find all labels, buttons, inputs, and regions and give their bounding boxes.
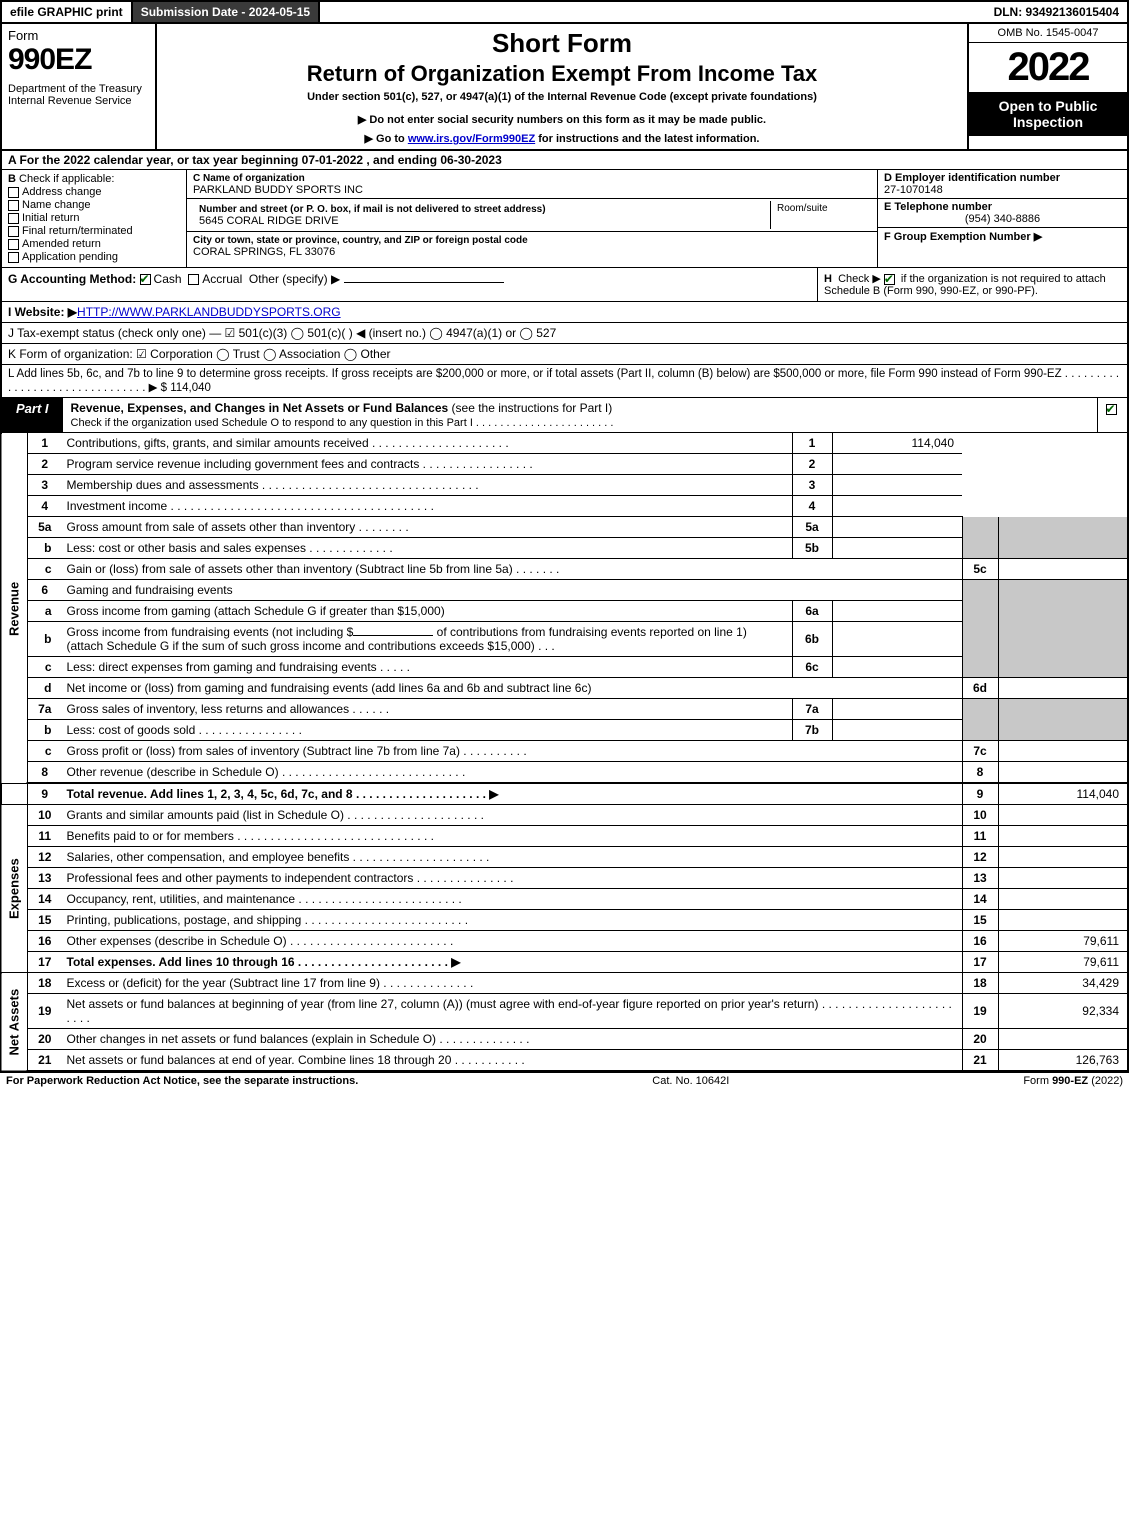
website-link[interactable]: HTTP://WWW.PARKLANDBUDDYSPORTS.ORG bbox=[77, 305, 341, 319]
chk-accrual[interactable] bbox=[188, 274, 199, 285]
omb-number: OMB No. 1545-0047 bbox=[969, 24, 1127, 43]
part-1-table: Revenue 1 Contributions, gifts, grants, … bbox=[0, 433, 1129, 1072]
city: CORAL SPRINGS, FL 33076 bbox=[193, 246, 335, 258]
telephone: (954) 340-8886 bbox=[884, 213, 1121, 225]
chk-address-change[interactable]: Address change bbox=[8, 186, 180, 198]
row-a-tax-year: A For the 2022 calendar year, or tax yea… bbox=[0, 151, 1129, 170]
row-j-tax-exempt: J Tax-exempt status (check only one) — ☑… bbox=[0, 323, 1129, 344]
part-1-checkbox[interactable] bbox=[1097, 398, 1127, 432]
form-number: 990EZ bbox=[8, 43, 149, 77]
footer-center: Cat. No. 10642I bbox=[358, 1075, 1023, 1087]
side-expenses: Expenses bbox=[1, 805, 28, 973]
chk-final-return[interactable]: Final return/terminated bbox=[8, 225, 180, 237]
d-label: D Employer identification number bbox=[884, 172, 1060, 184]
val-16: 79,611 bbox=[998, 931, 1128, 952]
chk-amended-return[interactable]: Amended return bbox=[8, 238, 180, 250]
c-name-label: C Name of organization bbox=[193, 173, 305, 184]
part-1-tab: Part I bbox=[2, 398, 63, 432]
ein: 27-1070148 bbox=[884, 184, 943, 196]
col-d-ein: D Employer identification number 27-1070… bbox=[877, 170, 1127, 267]
part-1-header: Part I Revenue, Expenses, and Changes in… bbox=[0, 398, 1129, 433]
chk-schedule-b[interactable] bbox=[884, 274, 895, 285]
e-label: E Telephone number bbox=[884, 201, 992, 213]
side-net-assets: Net Assets bbox=[1, 973, 28, 1072]
efile-label: efile GRAPHIC print bbox=[2, 2, 133, 22]
val-17: 79,611 bbox=[998, 952, 1128, 973]
street-label: Number and street (or P. O. box, if mail… bbox=[199, 204, 546, 215]
val-18: 34,429 bbox=[998, 973, 1128, 994]
col-c-org-info: C Name of organization PARKLAND BUDDY SP… bbox=[187, 170, 877, 267]
tax-year: 2022 bbox=[969, 43, 1127, 92]
chk-name-change[interactable]: Name change bbox=[8, 199, 180, 211]
goto-note: ▶ Go to www.irs.gov/Form990EZ for instru… bbox=[165, 132, 959, 145]
header-center: Short Form Return of Organization Exempt… bbox=[157, 24, 967, 149]
title-short: Short Form bbox=[165, 28, 959, 59]
footer: For Paperwork Reduction Act Notice, see … bbox=[0, 1072, 1129, 1089]
row-g-h: G Accounting Method: Cash Accrual Other … bbox=[0, 268, 1129, 302]
side-revenue: Revenue bbox=[1, 433, 28, 783]
do-not-note: ▶ Do not enter social security numbers o… bbox=[165, 113, 959, 126]
row-k-form-org: K Form of organization: ☑ Corporation ◯ … bbox=[0, 344, 1129, 365]
department: Department of the Treasury Internal Reve… bbox=[8, 83, 149, 107]
irs-link[interactable]: www.irs.gov/Form990EZ bbox=[408, 133, 535, 145]
header-left: Form 990EZ Department of the Treasury In… bbox=[2, 24, 157, 149]
dln: DLN: 93492136015404 bbox=[986, 2, 1127, 22]
form-word: Form bbox=[8, 28, 149, 43]
row-l-gross-receipts: L Add lines 5b, 6c, and 7b to line 9 to … bbox=[0, 365, 1129, 398]
header-right: OMB No. 1545-0047 2022 Open to Public In… bbox=[967, 24, 1127, 149]
topbar: efile GRAPHIC print Submission Date - 20… bbox=[0, 0, 1129, 24]
f-label: F Group Exemption Number ▶ bbox=[884, 231, 1042, 243]
footer-right: Form Form 990-EZ (2022)990-EZ (2022) bbox=[1023, 1075, 1123, 1087]
val-9: 114,040 bbox=[998, 783, 1128, 805]
room-label: Room/suite bbox=[777, 203, 828, 214]
val-19: 92,334 bbox=[998, 994, 1128, 1029]
submission-date: Submission Date - 2024-05-15 bbox=[133, 2, 320, 22]
val-21: 126,763 bbox=[998, 1050, 1128, 1072]
street: 5645 CORAL RIDGE DRIVE bbox=[199, 215, 339, 227]
col-b-checkboxes: B Check if applicable: Address change Na… bbox=[2, 170, 187, 267]
val-1: 114,040 bbox=[832, 433, 962, 454]
open-to-public: Open to Public Inspection bbox=[969, 92, 1127, 136]
chk-cash[interactable] bbox=[140, 274, 151, 285]
title-return: Return of Organization Exempt From Incom… bbox=[165, 61, 959, 87]
row-i-website: I Website: ▶HTTP://WWW.PARKLANDBUDDYSPOR… bbox=[0, 302, 1129, 323]
form-header: Form 990EZ Department of the Treasury In… bbox=[0, 24, 1129, 151]
gross-receipts: 114,040 bbox=[170, 382, 211, 394]
chk-initial-return[interactable]: Initial return bbox=[8, 212, 180, 224]
footer-left: For Paperwork Reduction Act Notice, see … bbox=[6, 1075, 358, 1087]
city-label: City or town, state or province, country… bbox=[193, 235, 528, 246]
subtitle-under: Under section 501(c), 527, or 4947(a)(1)… bbox=[165, 91, 959, 103]
org-name: PARKLAND BUDDY SPORTS INC bbox=[193, 184, 363, 196]
chk-application-pending[interactable]: Application pending bbox=[8, 251, 180, 263]
section-b: B Check if applicable: Address change Na… bbox=[0, 170, 1129, 268]
